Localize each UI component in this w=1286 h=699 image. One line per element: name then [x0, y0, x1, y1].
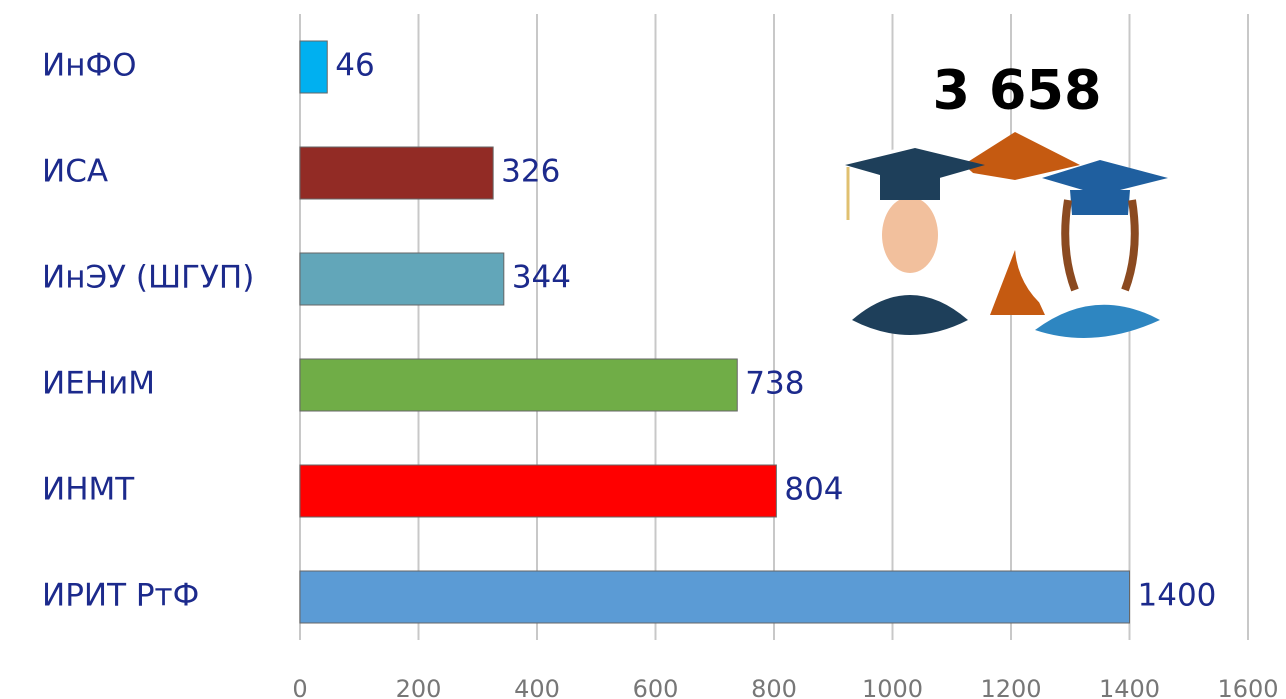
x-tick-label: 800 [751, 675, 797, 699]
x-tick-label: 1400 [1099, 675, 1160, 699]
category-label: ИНМТ [42, 472, 135, 508]
x-tick-label: 1200 [980, 675, 1041, 699]
bar [300, 147, 493, 199]
x-tick-label: 600 [633, 675, 679, 699]
bar [300, 571, 1130, 623]
bar [300, 359, 737, 411]
bar [300, 41, 327, 93]
category-label: ИнФО [42, 48, 137, 84]
value-label: 1400 [1138, 578, 1217, 614]
category-label: ИРИТ РтФ [42, 578, 199, 614]
graduates-icon [818, 132, 1175, 338]
value-label: 344 [512, 260, 571, 296]
value-label: 738 [745, 366, 804, 402]
total-annotation: 3 658 [932, 59, 1101, 122]
x-tick-label: 200 [396, 675, 442, 699]
category-label: ИнЭУ (ШГУП) [42, 260, 254, 296]
x-tick-label: 0 [292, 675, 307, 699]
x-tick-label: 1000 [862, 675, 923, 699]
bar [300, 465, 776, 517]
bars [300, 41, 1130, 623]
chart: 3 658 0 200 400 600 800 1000 1200 1400 1600 ИнФО 4… [0, 0, 1286, 699]
value-label: 804 [784, 472, 843, 508]
category-label: ИЕНиМ [42, 366, 155, 402]
page: 3 658 0 200 400 600 800 1000 1200 1400 1600 ИнФО 4… [0, 0, 1286, 699]
value-label: 326 [501, 154, 560, 190]
bar [300, 253, 504, 305]
category-label: ИСА [42, 154, 108, 190]
x-tick-label: 400 [514, 675, 560, 699]
x-tick-label: 1600 [1217, 675, 1278, 699]
value-label: 46 [335, 48, 374, 84]
